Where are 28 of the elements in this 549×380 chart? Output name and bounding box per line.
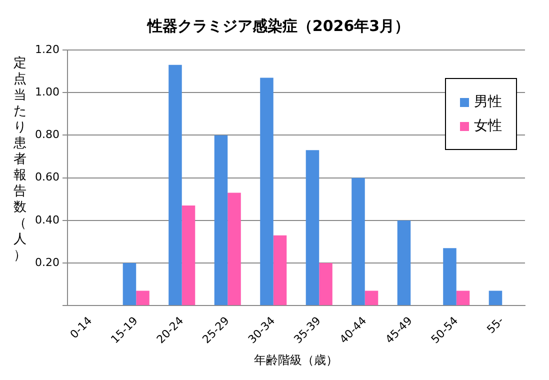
- bar: [306, 150, 320, 306]
- bar: [136, 290, 150, 306]
- bar: [122, 263, 136, 306]
- y-tick-label: 1.20: [34, 42, 60, 56]
- bar: [260, 78, 274, 306]
- legend-label: 女性: [474, 117, 502, 135]
- bar: [273, 235, 287, 306]
- y-tick-label: 0.20: [34, 256, 60, 269]
- x-axis-title: 年齢階級（歳）: [254, 352, 338, 367]
- bar: [364, 290, 378, 306]
- bar: [456, 290, 470, 306]
- bar: [397, 220, 411, 306]
- y-tick-label: 0.40: [34, 213, 60, 226]
- bar: [228, 192, 241, 306]
- y-tick-label: 0.60: [34, 170, 60, 184]
- bar: [443, 248, 456, 306]
- y-tick-label: 1.00: [34, 85, 60, 98]
- bar: [352, 178, 365, 306]
- bar: [214, 135, 228, 306]
- text: 定点当たり患者報告数（人）: [14, 56, 26, 263]
- bar: [168, 64, 182, 306]
- y-tick-label: 0.80: [34, 128, 60, 142]
- bar: [319, 263, 332, 306]
- chart-title: 性器クラミジア感染症（2026年3月）: [146, 16, 410, 35]
- bar: [488, 290, 502, 306]
- bar: [182, 206, 196, 306]
- legend-label: 男性: [474, 93, 502, 111]
- x-tick-label: 55-: [484, 314, 506, 336]
